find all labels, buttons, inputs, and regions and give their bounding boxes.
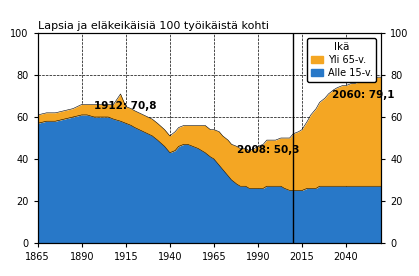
Legend: Yli 65-v., Alle 15-v.: Yli 65-v., Alle 15-v. [307, 38, 376, 82]
Text: Lapsia ja eläkeikäisiä 100 työikäistä kohti: Lapsia ja eläkeikäisiä 100 työikäistä ko… [38, 21, 269, 31]
Text: 2060: 79,1: 2060: 79,1 [332, 90, 394, 100]
Text: 2008: 50,3: 2008: 50,3 [237, 145, 299, 155]
Text: 1912: 70,8: 1912: 70,8 [94, 101, 157, 111]
